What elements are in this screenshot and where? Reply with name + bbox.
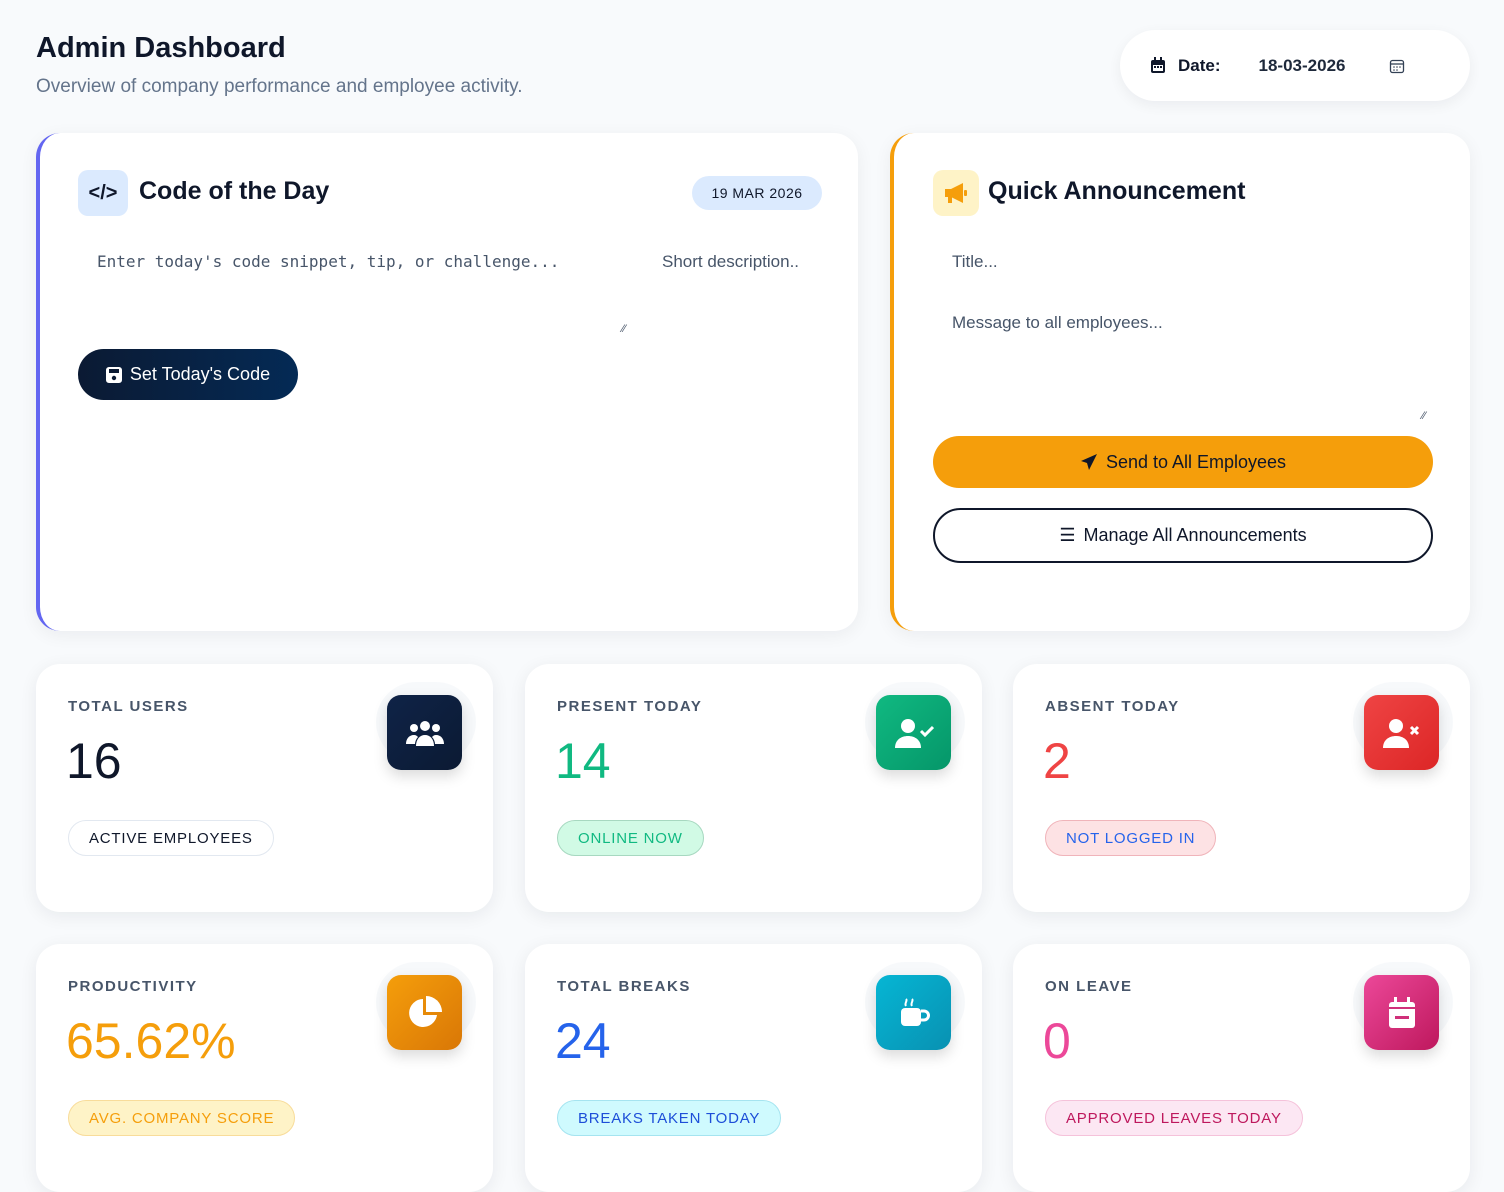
send-label: Send to All Employees — [1105, 451, 1287, 472]
description-input[interactable]: Short description.. — [662, 252, 800, 271]
stat-label: ABSENT TODAY — [1045, 698, 1180, 715]
stat-value: 0 — [1043, 1013, 1071, 1069]
pie-chart-icon — [387, 975, 462, 1050]
stat-badge: BREAKS TAKEN TODAY — [557, 1100, 782, 1136]
stat-badge: NOT LOGGED IN — [1045, 820, 1217, 856]
stat-value: 16 — [66, 733, 122, 789]
resize-handle-icon[interactable]: ⁄⁄ — [622, 323, 626, 335]
coffee-icon — [876, 975, 951, 1050]
date-label: Date: — [1178, 55, 1221, 75]
date-badge: 19 MAR 2026 — [692, 176, 822, 210]
date-value[interactable]: 18-03-2026 — [1258, 55, 1346, 75]
stat-badge: ONLINE NOW — [557, 820, 704, 856]
set-code-label: Set Today's Code — [129, 364, 271, 384]
manage-label: Manage All Announcements — [1083, 525, 1307, 545]
stat-card-total-breaks: TOTAL BREAKS 24 BREAKS TAKEN TODAY — [525, 944, 982, 1192]
announcement-message-textarea[interactable]: Message to all employees... — [952, 313, 1163, 332]
stat-badge: ACTIVE EMPLOYEES — [68, 820, 274, 856]
code-textarea[interactable]: Enter today's code snippet, tip, or chal… — [97, 252, 560, 271]
stat-label: ON LEAVE — [1045, 978, 1133, 995]
user-x-icon — [1364, 695, 1439, 770]
stat-value: 24 — [555, 1013, 611, 1069]
card-title: Quick Announcement — [988, 177, 1246, 205]
stat-value: 2 — [1043, 733, 1071, 789]
manage-announcements-button[interactable]: ☰ Manage All Announcements — [933, 508, 1433, 563]
announcement-title-input[interactable]: Title... — [952, 252, 998, 271]
user-check-icon — [876, 695, 951, 770]
stat-label: PRODUCTIVITY — [68, 978, 198, 995]
page-subtitle: Overview of company performance and empl… — [36, 76, 523, 97]
paper-plane-icon — [1080, 454, 1097, 470]
calendar-icon — [1364, 975, 1439, 1050]
save-icon — [105, 366, 122, 383]
stat-card-present-today: PRESENT TODAY 14 ONLINE NOW — [525, 664, 982, 912]
calendar-picker-icon[interactable] — [1389, 58, 1405, 74]
card-title: Code of the Day — [139, 177, 330, 205]
send-announcement-button[interactable]: Send to All Employees — [933, 436, 1433, 488]
set-code-button[interactable]: Set Today's Code — [78, 349, 298, 400]
stat-label: TOTAL USERS — [68, 698, 189, 715]
stat-card-on-leave: ON LEAVE 0 APPROVED LEAVES TODAY — [1013, 944, 1470, 1192]
users-icon — [387, 695, 462, 770]
stat-card-total-users: TOTAL USERS 16 ACTIVE EMPLOYEES — [36, 664, 493, 912]
date-picker[interactable]: Date: 18-03-2026 — [1120, 30, 1470, 101]
stat-card-productivity: PRODUCTIVITY 65.62% AVG. COMPANY SCORE — [36, 944, 493, 1192]
megaphone-icon — [933, 170, 979, 216]
stat-label: TOTAL BREAKS — [557, 978, 691, 995]
stat-badge: AVG. COMPANY SCORE — [68, 1100, 296, 1136]
code-icon: </> — [78, 170, 128, 216]
page-title: Admin Dashboard — [36, 32, 286, 64]
list-icon: ☰ — [1059, 525, 1076, 545]
code-of-the-day-card: </> Code of the Day 19 MAR 2026 Enter to… — [36, 133, 858, 631]
resize-handle-icon[interactable]: ⁄⁄ — [1422, 410, 1426, 422]
stat-badge: APPROVED LEAVES TODAY — [1045, 1100, 1303, 1136]
quick-announcement-card: Quick Announcement Title... Message to a… — [890, 133, 1470, 631]
calendar-icon — [1151, 57, 1165, 73]
stat-card-absent-today: ABSENT TODAY 2 NOT LOGGED IN — [1013, 664, 1470, 912]
stat-value: 14 — [555, 733, 611, 789]
stat-value: 65.62% — [66, 1013, 236, 1069]
stat-label: PRESENT TODAY — [557, 698, 703, 715]
